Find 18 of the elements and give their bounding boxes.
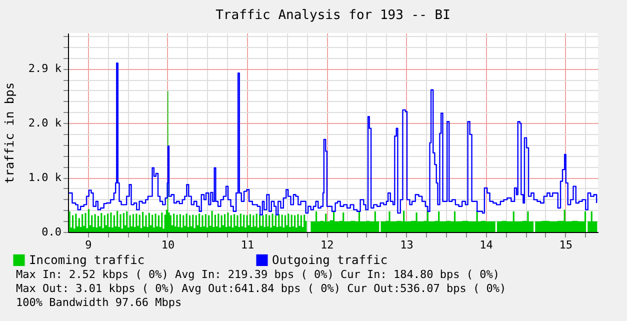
y-tick-label: 2.9 k bbox=[28, 62, 62, 76]
legend-label: Incoming traffic bbox=[29, 253, 145, 268]
text: Max Out: 3.01 kbps ( 0%) Avg Out:641.84 bps ( 0%) Cur Out:536.07 bps ( 0%) bbox=[16, 282, 506, 295]
x-tick-label: 9 bbox=[85, 238, 92, 252]
x-tick-label: 11 bbox=[240, 238, 254, 252]
y-tick-label: 2.0 k bbox=[28, 116, 62, 130]
y-tick-label: 1.0 k bbox=[28, 171, 62, 184]
x-tick-label: 12 bbox=[320, 238, 334, 252]
text: 100% Bandwidth 97.66 Mbps bbox=[16, 296, 182, 309]
x-tick-label: 14 bbox=[480, 238, 494, 252]
chart-title: Traffic Analysis for 193 -- BI bbox=[216, 8, 450, 24]
x-tick-label: 10 bbox=[161, 238, 175, 252]
text: Max In: 2.52 kbps ( 0%) Avg In: 219.39 bps ( 0%) Cur In: 184.80 bps ( 0%) bbox=[16, 268, 500, 281]
x-tick-label: 13 bbox=[400, 238, 414, 252]
x-tick-label: 15 bbox=[559, 238, 572, 252]
y-axis-title: traffic in bps bbox=[2, 82, 16, 184]
legend-label: Outgoing traffic bbox=[272, 253, 388, 268]
y-tick-label: 0.0 bbox=[42, 226, 62, 238]
